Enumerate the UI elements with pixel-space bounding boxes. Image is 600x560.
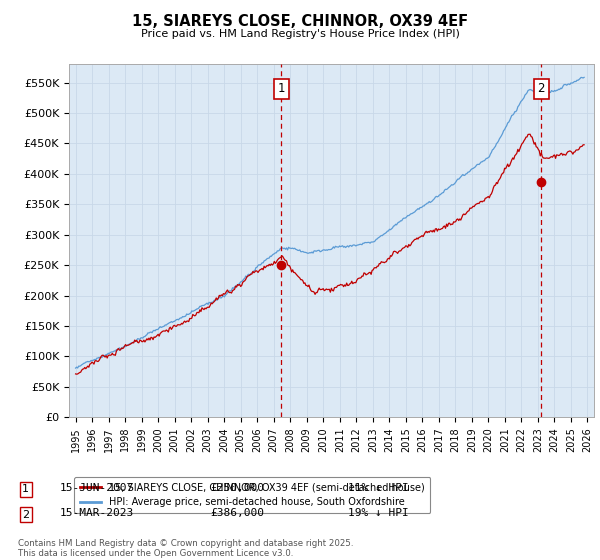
Text: Price paid vs. HM Land Registry's House Price Index (HPI): Price paid vs. HM Land Registry's House …	[140, 29, 460, 39]
Text: 15-JUN-2007: 15-JUN-2007	[60, 483, 134, 493]
Text: 2: 2	[538, 82, 545, 95]
Text: 15, SIAREYS CLOSE, CHINNOR, OX39 4EF: 15, SIAREYS CLOSE, CHINNOR, OX39 4EF	[132, 14, 468, 29]
Text: 19% ↓ HPI: 19% ↓ HPI	[348, 508, 409, 518]
Text: 2: 2	[22, 510, 29, 520]
Text: 1: 1	[278, 82, 285, 95]
Text: £386,000: £386,000	[210, 508, 264, 518]
Text: 11% ↓ HPI: 11% ↓ HPI	[348, 483, 409, 493]
Legend: 15, SIAREYS CLOSE, CHINNOR, OX39 4EF (semi-detached house), HPI: Average price, : 15, SIAREYS CLOSE, CHINNOR, OX39 4EF (se…	[74, 477, 430, 514]
Text: £250,000: £250,000	[210, 483, 264, 493]
Text: 15-MAR-2023: 15-MAR-2023	[60, 508, 134, 518]
Text: Contains HM Land Registry data © Crown copyright and database right 2025.
This d: Contains HM Land Registry data © Crown c…	[18, 539, 353, 558]
Text: 1: 1	[22, 484, 29, 494]
